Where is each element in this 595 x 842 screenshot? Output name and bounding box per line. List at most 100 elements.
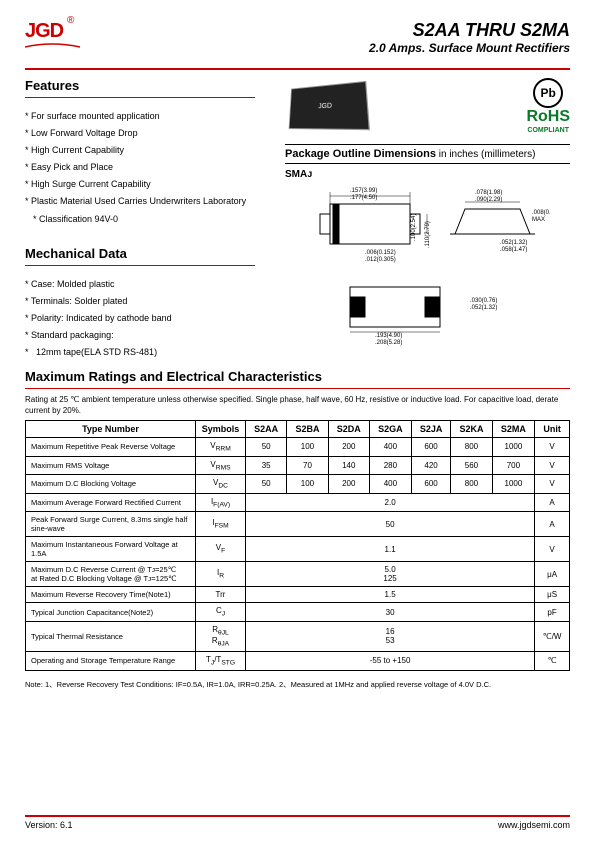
ratings-heading: Maximum Ratings and Electrical Character… (25, 369, 570, 384)
feature-item: High Current Capability (25, 142, 265, 159)
svg-text:.008(0.20): .008(0.20) (532, 210, 550, 216)
table-header: S2GA (369, 420, 411, 437)
table-header: S2DA (328, 420, 369, 437)
package-diagram: .157(3.99) .177(4.50) .100(2.54) .110(2.… (285, 180, 570, 350)
unit-cell: V (535, 437, 570, 456)
param-cell: Typical Junction Capacitance(Note2) (26, 603, 196, 622)
symbol-cell: RθJLRθJA (196, 621, 246, 651)
svg-text:.052(1.32): .052(1.32) (500, 240, 527, 246)
param-cell: Maximum Average Forward Rectified Curren… (26, 493, 196, 512)
param-cell: Maximum RMS Voltage (26, 456, 196, 475)
features-heading: Features (25, 78, 265, 93)
mechanical-item: Case: Molded plastic (25, 276, 265, 293)
rohs-label: RoHS (526, 108, 570, 125)
symbol-cell: Trr (196, 587, 246, 603)
mechanical-item: Standard packaging: (25, 327, 265, 344)
value-cell: 100 (287, 475, 328, 494)
value-cell: 1.1 (246, 537, 535, 562)
title-block: S2AA THRU S2MA 2.0 Amps. Surface Mount R… (369, 20, 570, 55)
mechanical-item: 12mm tape(ELA STD RS-481) (25, 344, 265, 361)
value-cell: 200 (328, 437, 369, 456)
table-header: S2KA (451, 420, 492, 437)
ratings-table: Type NumberSymbolsS2AAS2BAS2DAS2GAS2JAS2… (25, 420, 570, 671)
svg-text:.100(2.54): .100(2.54) (411, 214, 417, 241)
svg-text:MAX: MAX (532, 217, 545, 223)
value-cell: -55 to +150 (246, 652, 535, 671)
param-cell: Maximum Instantaneous Forward Voltage at… (26, 537, 196, 562)
svg-text:.177(4.50): .177(4.50) (350, 195, 377, 201)
table-row: Maximum D.C Reverse Current @ Tᴊ=25℃at R… (26, 562, 570, 587)
page-title: S2AA THRU S2MA (369, 20, 570, 41)
svg-text:.030(0.76): .030(0.76) (470, 298, 497, 304)
unit-cell: A (535, 493, 570, 512)
svg-text:.012(0.305): .012(0.305) (365, 257, 396, 263)
table-row: Maximum D.C Blocking VoltageVDC501002004… (26, 475, 570, 494)
value-cell: 50 (246, 437, 287, 456)
feature-item: Low Forward Voltage Drop (25, 125, 265, 142)
value-cell: 420 (411, 456, 450, 475)
symbol-cell: VRMS (196, 456, 246, 475)
logo: ® JGD (25, 20, 80, 60)
value-cell: 2.0 (246, 493, 535, 512)
svg-text:.006(0.152): .006(0.152) (365, 250, 396, 256)
compliance-badges: Pb RoHS COMPLIANT (526, 78, 570, 134)
table-row: Operating and Storage Temperature RangeT… (26, 652, 570, 671)
svg-text:.157(3.99): .157(3.99) (350, 188, 377, 194)
value-cell: 70 (287, 456, 328, 475)
table-header: Unit (535, 420, 570, 437)
table-header: Symbols (196, 420, 246, 437)
mechanical-item: Polarity: Indicated by cathode band (25, 310, 265, 327)
divider (25, 265, 255, 266)
feature-item: For surface mounted application (25, 108, 265, 125)
unit-cell: V (535, 456, 570, 475)
value-cell: 1653 (246, 621, 535, 651)
svg-text:.193(4.90): .193(4.90) (375, 333, 402, 339)
value-cell: 50 (246, 475, 287, 494)
svg-text:.208(5.28): .208(5.28) (375, 340, 402, 346)
feature-item: Classification 94V-0 (33, 211, 265, 228)
symbol-cell: IR (196, 562, 246, 587)
value-cell: 800 (451, 475, 492, 494)
mechanical-list: Case: Molded plasticTerminals: Solder pl… (25, 276, 265, 361)
version-label: Version: 6.1 (25, 820, 73, 830)
table-row: Maximum Instantaneous Forward Voltage at… (26, 537, 570, 562)
param-cell: Maximum D.C Reverse Current @ Tᴊ=25℃at R… (26, 562, 196, 587)
footer: Version: 6.1 www.jgdsemi.com (25, 815, 570, 830)
svg-text:.110(2.79): .110(2.79) (425, 221, 431, 248)
unit-cell: ℃ (535, 652, 570, 671)
value-cell: 200 (328, 475, 369, 494)
param-cell: Typical Thermal Resistance (26, 621, 196, 651)
unit-cell: μA (535, 562, 570, 587)
footer-url: www.jgdsemi.com (498, 820, 570, 830)
symbol-cell: TJ/TSTG (196, 652, 246, 671)
param-cell: Maximum Reverse Recovery Time(Note1) (26, 587, 196, 603)
value-cell: 600 (411, 475, 450, 494)
svg-text:.058(1.47): .058(1.47) (500, 247, 527, 253)
table-row: Peak Forward Surge Current, 8.3ms single… (26, 512, 570, 537)
table-row: Maximum RMS VoltageVRMS35701402804205607… (26, 456, 570, 475)
value-cell: 800 (451, 437, 492, 456)
unit-cell: A (535, 512, 570, 537)
ratings-condition: Rating at 25 ℃ ambient temperature unles… (25, 395, 570, 416)
unit-cell: μS (535, 587, 570, 603)
table-row: Maximum Average Forward Rectified Curren… (26, 493, 570, 512)
rohs-sublabel: COMPLIANT (527, 127, 569, 134)
table-header: S2BA (287, 420, 328, 437)
symbol-cell: IFSM (196, 512, 246, 537)
table-row: Maximum Reverse Recovery Time(Note1)Trr1… (26, 587, 570, 603)
value-cell: 30 (246, 603, 535, 622)
svg-text:.052(1.32): .052(1.32) (470, 305, 497, 311)
value-cell: 50 (246, 512, 535, 537)
package-label: SMAᴊ (285, 169, 570, 180)
value-cell: 35 (246, 456, 287, 475)
package-image: JGD (289, 81, 370, 130)
mechanical-item: Terminals: Solder plated (25, 293, 265, 310)
value-cell: 5.0125 (246, 562, 535, 587)
symbol-cell: CJ (196, 603, 246, 622)
feature-item: High Surge Current Capability (25, 176, 265, 193)
pb-free-icon: Pb (533, 78, 563, 108)
param-cell: Peak Forward Surge Current, 8.3ms single… (26, 512, 196, 537)
unit-cell: pF (535, 603, 570, 622)
table-footnote: Note: 1、Reverse Recovery Test Conditions… (25, 679, 570, 690)
param-cell: Operating and Storage Temperature Range (26, 652, 196, 671)
